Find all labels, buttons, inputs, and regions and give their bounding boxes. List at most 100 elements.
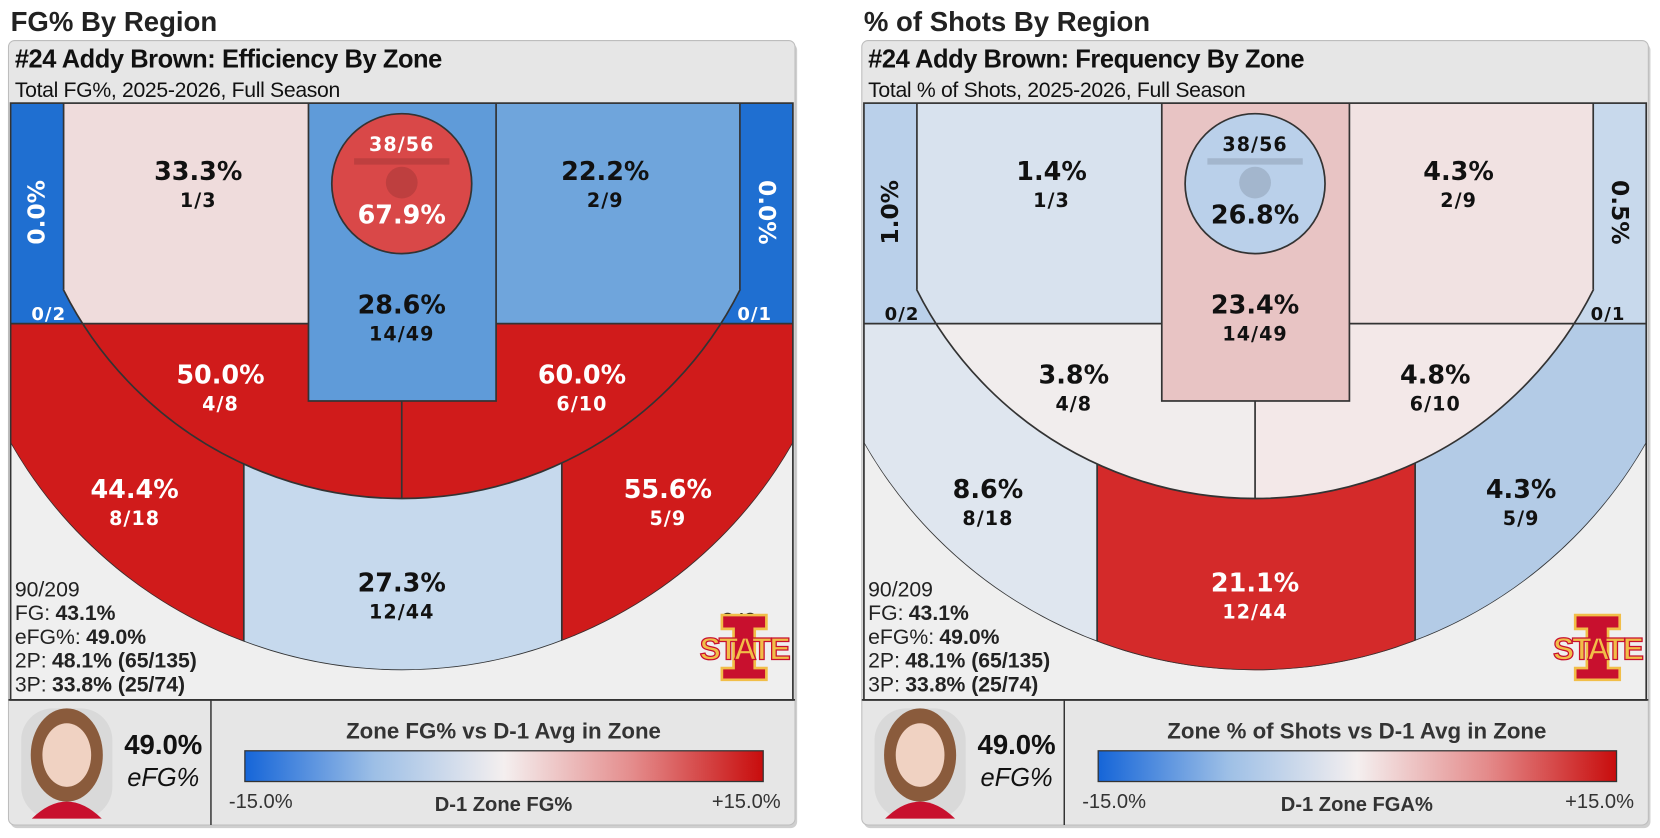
stat-value: 49.0% xyxy=(939,625,999,648)
zone-fg: 38/56 xyxy=(1222,134,1287,156)
zone-fg: 5/9 xyxy=(1503,508,1540,530)
zone-pct: 3.8% xyxy=(1039,360,1110,390)
legend-title: Zone FG% vs D-1 Avg in Zone xyxy=(346,719,661,744)
logo-text: STATE xyxy=(1553,631,1643,667)
photo-face xyxy=(895,723,945,787)
legend-bar xyxy=(1097,750,1618,783)
stat-value: 33.8% (25/74) xyxy=(52,673,185,696)
zone-fg: 1/3 xyxy=(180,190,217,212)
zone-pct: 8.6% xyxy=(953,474,1024,504)
zone-pct: 0.0% xyxy=(24,180,51,245)
legend-caption: D-1 Zone FG% xyxy=(435,794,573,816)
zone-pct: 27.3% xyxy=(358,567,446,597)
efg-label: eFG% xyxy=(981,764,1053,792)
zone-fg: 14/49 xyxy=(369,324,434,346)
zone-pct: 33.3% xyxy=(154,156,242,186)
zone-fg: 12/44 xyxy=(369,601,434,623)
stat-line: eFG%: 49.0% xyxy=(15,625,146,648)
stat-line: 3P: 33.8% (25/74) xyxy=(15,673,185,696)
rim xyxy=(1239,166,1271,199)
zone-fg: 8/18 xyxy=(109,508,160,530)
zone-pct: 0.5% xyxy=(1606,180,1633,245)
zone-pct: 4.8% xyxy=(1400,360,1471,390)
efg-value: 49.0% xyxy=(124,729,202,760)
panel-heading: % of Shots By Region xyxy=(864,6,1150,37)
stat-total: 90/209 xyxy=(868,578,933,601)
zone-pct: 26.8% xyxy=(1211,200,1299,230)
zone-pct: 1.4% xyxy=(1016,156,1087,186)
zone-fg: 0/1 xyxy=(1591,304,1626,325)
legend-caption: D-1 Zone FGA% xyxy=(1281,794,1433,816)
zone-pct: 44.4% xyxy=(90,474,178,504)
zone-fg: 4/8 xyxy=(1055,394,1092,416)
panel: % of Shots By Region #24 Addy Brown: Freq… xyxy=(861,6,1651,829)
zone-pct: 28.6% xyxy=(358,290,446,320)
zone-fg: 0/2 xyxy=(31,304,66,325)
stat-label: 3P: xyxy=(15,673,47,696)
zone-fg: 0/1 xyxy=(737,304,772,325)
stat-value: 43.1% xyxy=(55,602,115,625)
zone-restricted xyxy=(330,112,473,255)
zone-fg: 2/9 xyxy=(1440,190,1477,212)
photo-shirt xyxy=(885,801,956,819)
card-subtitle: Total FG%, 2025-2026, Full Season xyxy=(15,79,340,102)
efg-value: 49.0% xyxy=(978,729,1056,760)
stat-value: 33.8% (25/74) xyxy=(905,673,1038,696)
zone-fg: 5/9 xyxy=(649,508,686,530)
stat-line: 2P: 48.1% (65/135) xyxy=(15,649,197,672)
zone-pct: 55.6% xyxy=(624,474,712,504)
legend-min: -15.0% xyxy=(1082,791,1146,813)
logo: STATE xyxy=(699,613,792,682)
stat-value: 48.1% (65/135) xyxy=(52,649,197,672)
stat-label: 2P: xyxy=(868,649,900,672)
stat-line: FG: 43.1% xyxy=(868,602,969,625)
legend-max: +15.0% xyxy=(712,791,781,813)
zone-fg: 1/3 xyxy=(1033,190,1070,212)
zone-pct: 22.2% xyxy=(561,156,649,186)
zone-fg: 2/9 xyxy=(587,190,624,212)
panel-heading: FG% By Region xyxy=(11,6,218,37)
legend-min: -15.0% xyxy=(229,791,293,813)
zone-pct: 1.0% xyxy=(877,180,904,245)
stat-label: 3P: xyxy=(868,673,900,696)
zone-fg: 6/10 xyxy=(556,394,607,416)
player-photo xyxy=(21,708,113,819)
stat-label: 2P: xyxy=(15,649,47,672)
legend-bar xyxy=(244,750,764,783)
clip-group xyxy=(10,103,793,700)
clip-group xyxy=(863,103,1647,700)
card-title: #24 Addy Brown: Frequency By Zone xyxy=(868,45,1304,73)
stat-label: FG: xyxy=(868,602,903,625)
zone-fg: 4/8 xyxy=(202,394,239,416)
stat-value: 48.1% (65/135) xyxy=(905,649,1050,672)
logo-i xyxy=(720,613,768,682)
zone-fg: 0/2 xyxy=(885,304,920,325)
stat-value: 43.1% xyxy=(909,602,969,625)
rim xyxy=(385,166,418,199)
legend-max: +15.0% xyxy=(1565,791,1634,813)
logo: STATE xyxy=(1552,613,1646,682)
legend-title: Zone % of Shots vs D-1 Avg in Zone xyxy=(1167,719,1546,744)
zone-pct: 0.0% xyxy=(753,180,780,245)
zone-pct: 4.3% xyxy=(1486,474,1557,504)
zone-pct: 23.4% xyxy=(1211,290,1299,320)
zone-fg: 14/49 xyxy=(1222,324,1287,346)
stat-line: eFG%: 49.0% xyxy=(868,625,999,648)
zone-pct: 4.3% xyxy=(1423,156,1494,186)
stat-total: 90/209 xyxy=(15,578,80,601)
photo-shirt xyxy=(31,801,102,819)
stat-line: 2P: 48.1% (65/135) xyxy=(868,649,1050,672)
photo-face xyxy=(42,723,92,787)
zone-fg: 6/10 xyxy=(1410,394,1461,416)
efg-label: eFG% xyxy=(127,764,199,792)
zone-fg: 38/56 xyxy=(369,134,434,156)
stat-label: FG: xyxy=(15,602,50,625)
card-title: #24 Addy Brown: Efficiency By Zone xyxy=(15,45,442,73)
zone-pct: 67.9% xyxy=(358,200,446,230)
stat-line: 3P: 33.8% (25/74) xyxy=(868,673,1038,696)
panel: FG% By Region #24 Addy Brown: Efficiency … xyxy=(7,6,798,829)
player-photo xyxy=(874,708,966,819)
stat-value: 49.0% xyxy=(86,625,146,648)
